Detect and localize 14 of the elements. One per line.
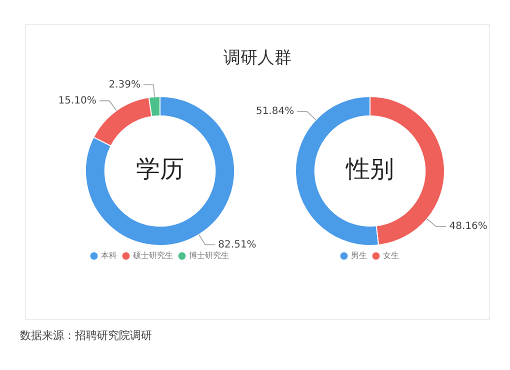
legend-label: 男生 <box>351 251 367 260</box>
text: 性别 <box>345 155 394 184</box>
legend-label: 女生 <box>383 251 399 260</box>
source-note: 数据来源：招聘研究院调研 <box>20 328 152 343</box>
data-label: 82.51% <box>218 239 256 250</box>
data-label: 51.84% <box>256 106 294 118</box>
text: 学历 <box>136 155 184 184</box>
legend-label: 本科 <box>101 251 117 260</box>
data-label: 15.10% <box>58 95 96 106</box>
data-label: 2.39% <box>108 79 141 90</box>
legend-label: 硕士研究生 <box>132 251 173 260</box>
data-label: 48.16% <box>449 221 488 232</box>
chart-title: 调研人群 <box>222 47 292 69</box>
legend-label: 博士研究生 <box>189 251 229 260</box>
